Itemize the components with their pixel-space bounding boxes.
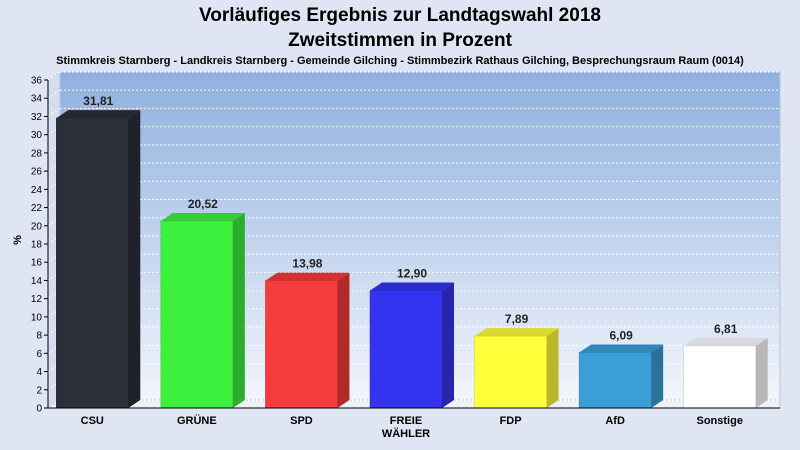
y-tick-label: 36	[31, 76, 43, 87]
bar-top	[474, 328, 559, 337]
y-tick-label: 0	[36, 404, 42, 415]
x-tick-label: SPD	[290, 415, 313, 427]
bar-top	[56, 110, 141, 119]
bar-side	[128, 110, 141, 409]
grid-line-depth	[47, 71, 61, 81]
y-tick-label: 6	[36, 349, 42, 360]
bar-spd: 13,98	[265, 257, 350, 409]
bar-top	[160, 213, 245, 222]
y-tick-label: 4	[36, 367, 42, 378]
chart-caption: Stimmkreis Starnberg - Landkreis Starnbe…	[56, 55, 744, 67]
x-tick-label: Sonstige	[696, 415, 742, 427]
x-tick-label: CSU	[81, 415, 104, 427]
y-tick-label: 2	[36, 385, 42, 396]
x-tick-label: WÄHLER	[382, 427, 430, 440]
bar-front	[56, 117, 129, 409]
bar-front	[683, 345, 756, 409]
bar-side	[755, 337, 768, 408]
x-tick-label: FDP	[500, 415, 522, 427]
bar-front	[474, 335, 547, 409]
grid-line-depth	[47, 89, 61, 99]
y-tick-label: 28	[31, 148, 43, 159]
bar-value-label: 13,98	[292, 257, 322, 271]
bar-value-label: 31,81	[83, 94, 113, 108]
chart-subtitle: Zweitstimmen in Prozent	[288, 30, 512, 51]
bar-csu: 31,81	[56, 94, 141, 409]
y-axis-label: %	[12, 235, 24, 245]
bar-side	[232, 213, 245, 408]
bar-side	[651, 344, 664, 408]
x-tick-label: AfD	[605, 415, 625, 427]
y-tick-label: 10	[31, 312, 43, 323]
bar-sonstige: 6,81	[683, 322, 768, 409]
bar-front	[265, 280, 338, 409]
bar-value-label: 6,81	[714, 322, 738, 336]
bar-afd: 6,09	[578, 329, 664, 409]
bar-side	[442, 282, 454, 408]
y-tick-label: 16	[31, 258, 43, 269]
x-tick-label: GRÜNE	[177, 414, 217, 427]
bar-side	[546, 328, 559, 408]
bar-top	[683, 337, 768, 346]
y-tick-label: 18	[31, 240, 43, 251]
bar-front	[160, 220, 234, 409]
y-tick-label: 8	[36, 331, 42, 342]
bar-side	[337, 272, 350, 408]
chart-title: Vorläufiges Ergebnis zur Landtagswahl 20…	[199, 5, 601, 26]
x-tick-label: FREIE	[390, 415, 422, 427]
bar-top	[265, 272, 350, 281]
bar-fdp: 7,89	[474, 312, 559, 409]
bar-value-label: 7,89	[505, 312, 529, 326]
bar-top	[579, 344, 664, 353]
bar-front	[369, 290, 443, 409]
y-tick-label: 20	[31, 221, 43, 232]
bar-top	[370, 282, 454, 291]
bar-value-label: 6,09	[609, 329, 633, 343]
y-tick-label: 34	[31, 94, 43, 105]
bars: 31,81 20,52 13,98 12,90 7,89 6,09 6,81	[56, 94, 768, 409]
y-tick-label: 12	[31, 294, 43, 305]
y-tick-label: 14	[31, 276, 43, 287]
y-tick-label: 24	[31, 185, 43, 196]
y-tick-label: 30	[31, 130, 43, 141]
bar-front	[578, 352, 652, 409]
y-tick-label: 22	[31, 203, 43, 214]
bar-freie-wähler: 12,90	[369, 266, 454, 409]
bar-value-label: 12,90	[397, 266, 427, 280]
y-tick-label: 26	[31, 167, 43, 178]
bar-grüne: 20,52	[160, 197, 245, 409]
bar-value-label: 20,52	[188, 197, 218, 211]
grid-line-depth	[47, 108, 61, 117]
y-tick-label: 32	[31, 112, 43, 123]
